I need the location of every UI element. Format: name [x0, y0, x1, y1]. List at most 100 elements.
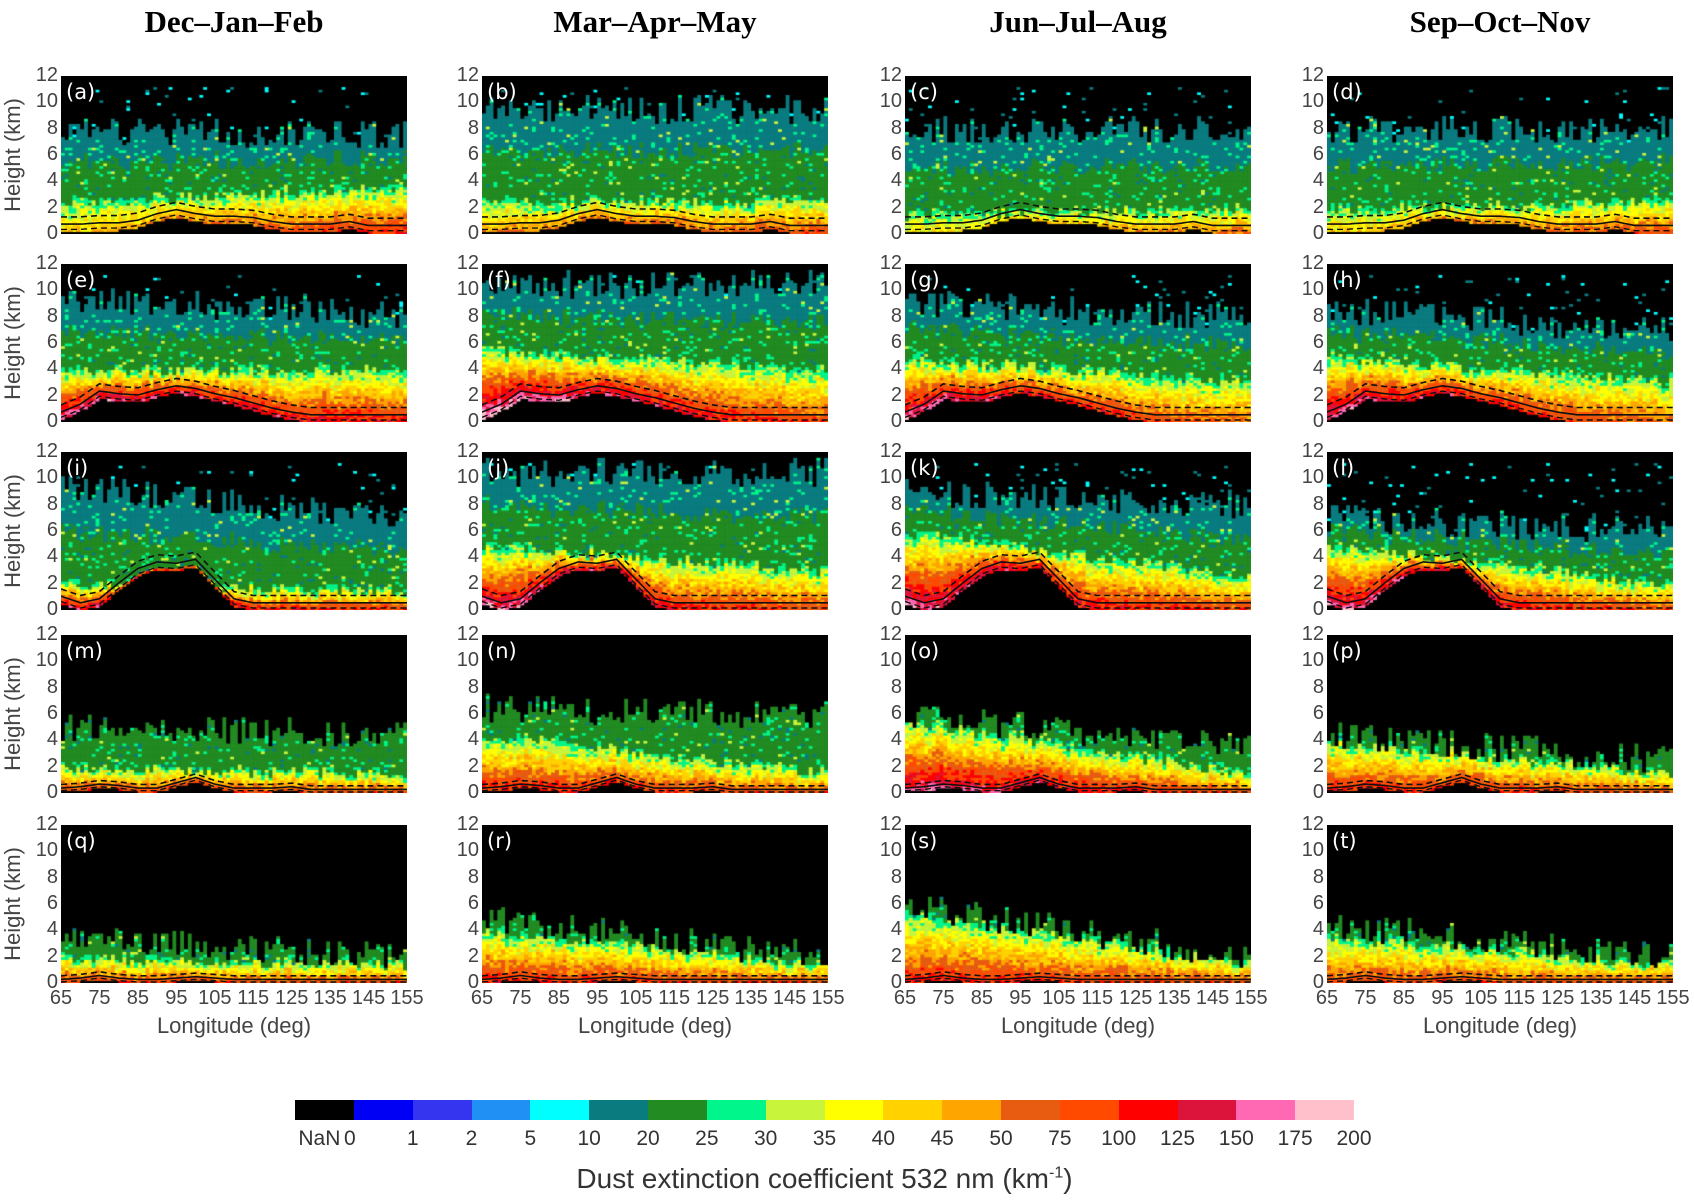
x-tick-label: 125 [1540, 987, 1575, 1009]
colorbar-segment [530, 1100, 590, 1120]
x-tick-label: 95 [586, 987, 609, 1009]
dashed-contour-line-upper [905, 970, 1251, 977]
heatmap-panel: (m) [61, 635, 407, 793]
x-tick-label: 135 [734, 987, 768, 1009]
panel-label: (a) [66, 80, 96, 104]
y-tick-label: 12 [456, 623, 479, 645]
y-tick-label: 10 [879, 90, 902, 113]
dashed-contour-line-upper [482, 551, 828, 597]
y-tick-label: 8 [46, 492, 58, 515]
y-tick-label: 12 [35, 813, 58, 835]
y-tick-label: 6 [467, 519, 479, 541]
y-tick-label: 12 [879, 252, 902, 274]
season-title: Dec–Jan–Feb [144, 4, 324, 39]
panel-label: (s) [910, 829, 938, 853]
colorbar-segment [706, 1100, 767, 1120]
y-tick-label: 12 [456, 64, 479, 86]
y-tick-label: 4 [890, 728, 902, 751]
y-tick-label: 12 [879, 623, 902, 645]
heatmap-cells [905, 635, 1251, 793]
x-axis-label: Longitude (deg) [1000, 1013, 1156, 1038]
colorbar-tick-label: 50 [989, 1127, 1013, 1150]
y-tick-label: 4 [46, 545, 58, 568]
y-axis-label: Height (km) [0, 657, 25, 771]
y-tick-label: 6 [1312, 143, 1324, 165]
colorbar-tick-label: 75 [1048, 1127, 1072, 1150]
y-tick-label: 6 [46, 519, 58, 541]
y-tick-label: 6 [890, 519, 902, 541]
dashed-contour-line-upper [905, 551, 1251, 597]
dashed-contour-line-upper [482, 773, 828, 787]
y-tick-label: 2 [1312, 195, 1324, 218]
panel-label: (h) [1332, 268, 1362, 292]
y-tick-label: 4 [467, 357, 479, 380]
contour-lines [482, 551, 828, 609]
colorbar-tick-label: 5 [524, 1127, 537, 1150]
x-tick-label: 125 [1118, 987, 1153, 1009]
y-tick-label: 4 [46, 728, 58, 751]
solid-contour-line [61, 974, 407, 981]
heatmap-cells [1327, 635, 1673, 793]
colorbar-tick-label: 200 [1336, 1127, 1372, 1150]
y-tick-label: 10 [35, 839, 58, 862]
y-tick-label: 12 [456, 440, 479, 462]
x-tick-label: 75 [88, 987, 111, 1009]
y-tick-label: 0 [467, 222, 479, 244]
x-tick-label: 75 [932, 987, 955, 1009]
y-tick-label: 0 [1312, 222, 1324, 244]
y-tick-label: 0 [1312, 598, 1324, 620]
solid-contour-line [905, 208, 1251, 227]
panel-label: (r) [487, 829, 513, 853]
y-tick-label: 2 [467, 571, 479, 594]
contour-lines [482, 773, 828, 793]
dashed-contour-line-upper [1327, 201, 1673, 219]
contour-lines [61, 773, 407, 793]
heatmap-panel: (n) [482, 635, 828, 793]
colorbar-tick-label: 35 [812, 1127, 837, 1150]
dashed-contour-line-upper [61, 377, 407, 409]
dashed-contour-line-lower [482, 779, 828, 793]
y-tick-label: 12 [35, 440, 58, 462]
y-tick-label: 8 [890, 492, 902, 515]
x-tick-label: 85 [126, 987, 149, 1009]
y-tick-label: 8 [46, 675, 58, 698]
dashed-contour-line-lower [905, 779, 1251, 793]
heatmap-panel: (t) [1327, 825, 1673, 983]
contour-lines [482, 377, 828, 421]
solid-contour-line [61, 776, 407, 791]
x-tick-label: 155 [1234, 987, 1268, 1009]
y-tick-label: 8 [890, 116, 902, 139]
season-title: Jun–Jul–Aug [989, 4, 1167, 39]
y-tick-label: 10 [456, 90, 479, 113]
y-tick-label: 6 [467, 331, 479, 353]
y-axis-label: Height (km) [0, 98, 25, 212]
dashed-contour-line-lower [905, 563, 1251, 609]
colorbar-segment [589, 1100, 649, 1120]
dashed-contour-line-lower [905, 977, 1251, 983]
y-tick-label: 0 [890, 971, 902, 993]
y-axis-label: Height (km) [0, 847, 25, 961]
heatmap-cells [905, 264, 1251, 422]
colorbar-tick-label: 150 [1218, 1127, 1254, 1150]
dashed-contour-line-lower [61, 390, 407, 421]
y-tick-label: 4 [467, 918, 479, 941]
y-tick-label: 10 [456, 466, 479, 489]
y-tick-label: 6 [890, 892, 902, 914]
y-tick-label: 6 [46, 702, 58, 724]
y-tick-label: 10 [456, 839, 479, 862]
y-tick-label: 2 [46, 571, 58, 594]
dashed-contour-line-lower [61, 563, 407, 609]
panel-label: (e) [66, 268, 96, 292]
y-tick-label: 6 [890, 143, 902, 165]
y-tick-label: 4 [46, 357, 58, 380]
x-tick-label: 85 [1392, 987, 1415, 1009]
y-tick-label: 0 [1312, 410, 1324, 432]
y-tick-label: 2 [890, 195, 902, 218]
heatmap-panel: (e) [61, 264, 407, 422]
colorbar-segment [1118, 1100, 1178, 1120]
y-tick-label: 10 [879, 839, 902, 862]
y-tick-label: 2 [46, 754, 58, 777]
y-tick-label: 6 [1312, 331, 1324, 353]
x-tick-label: 105 [1042, 987, 1076, 1009]
dashed-contour-line-upper [905, 773, 1251, 787]
